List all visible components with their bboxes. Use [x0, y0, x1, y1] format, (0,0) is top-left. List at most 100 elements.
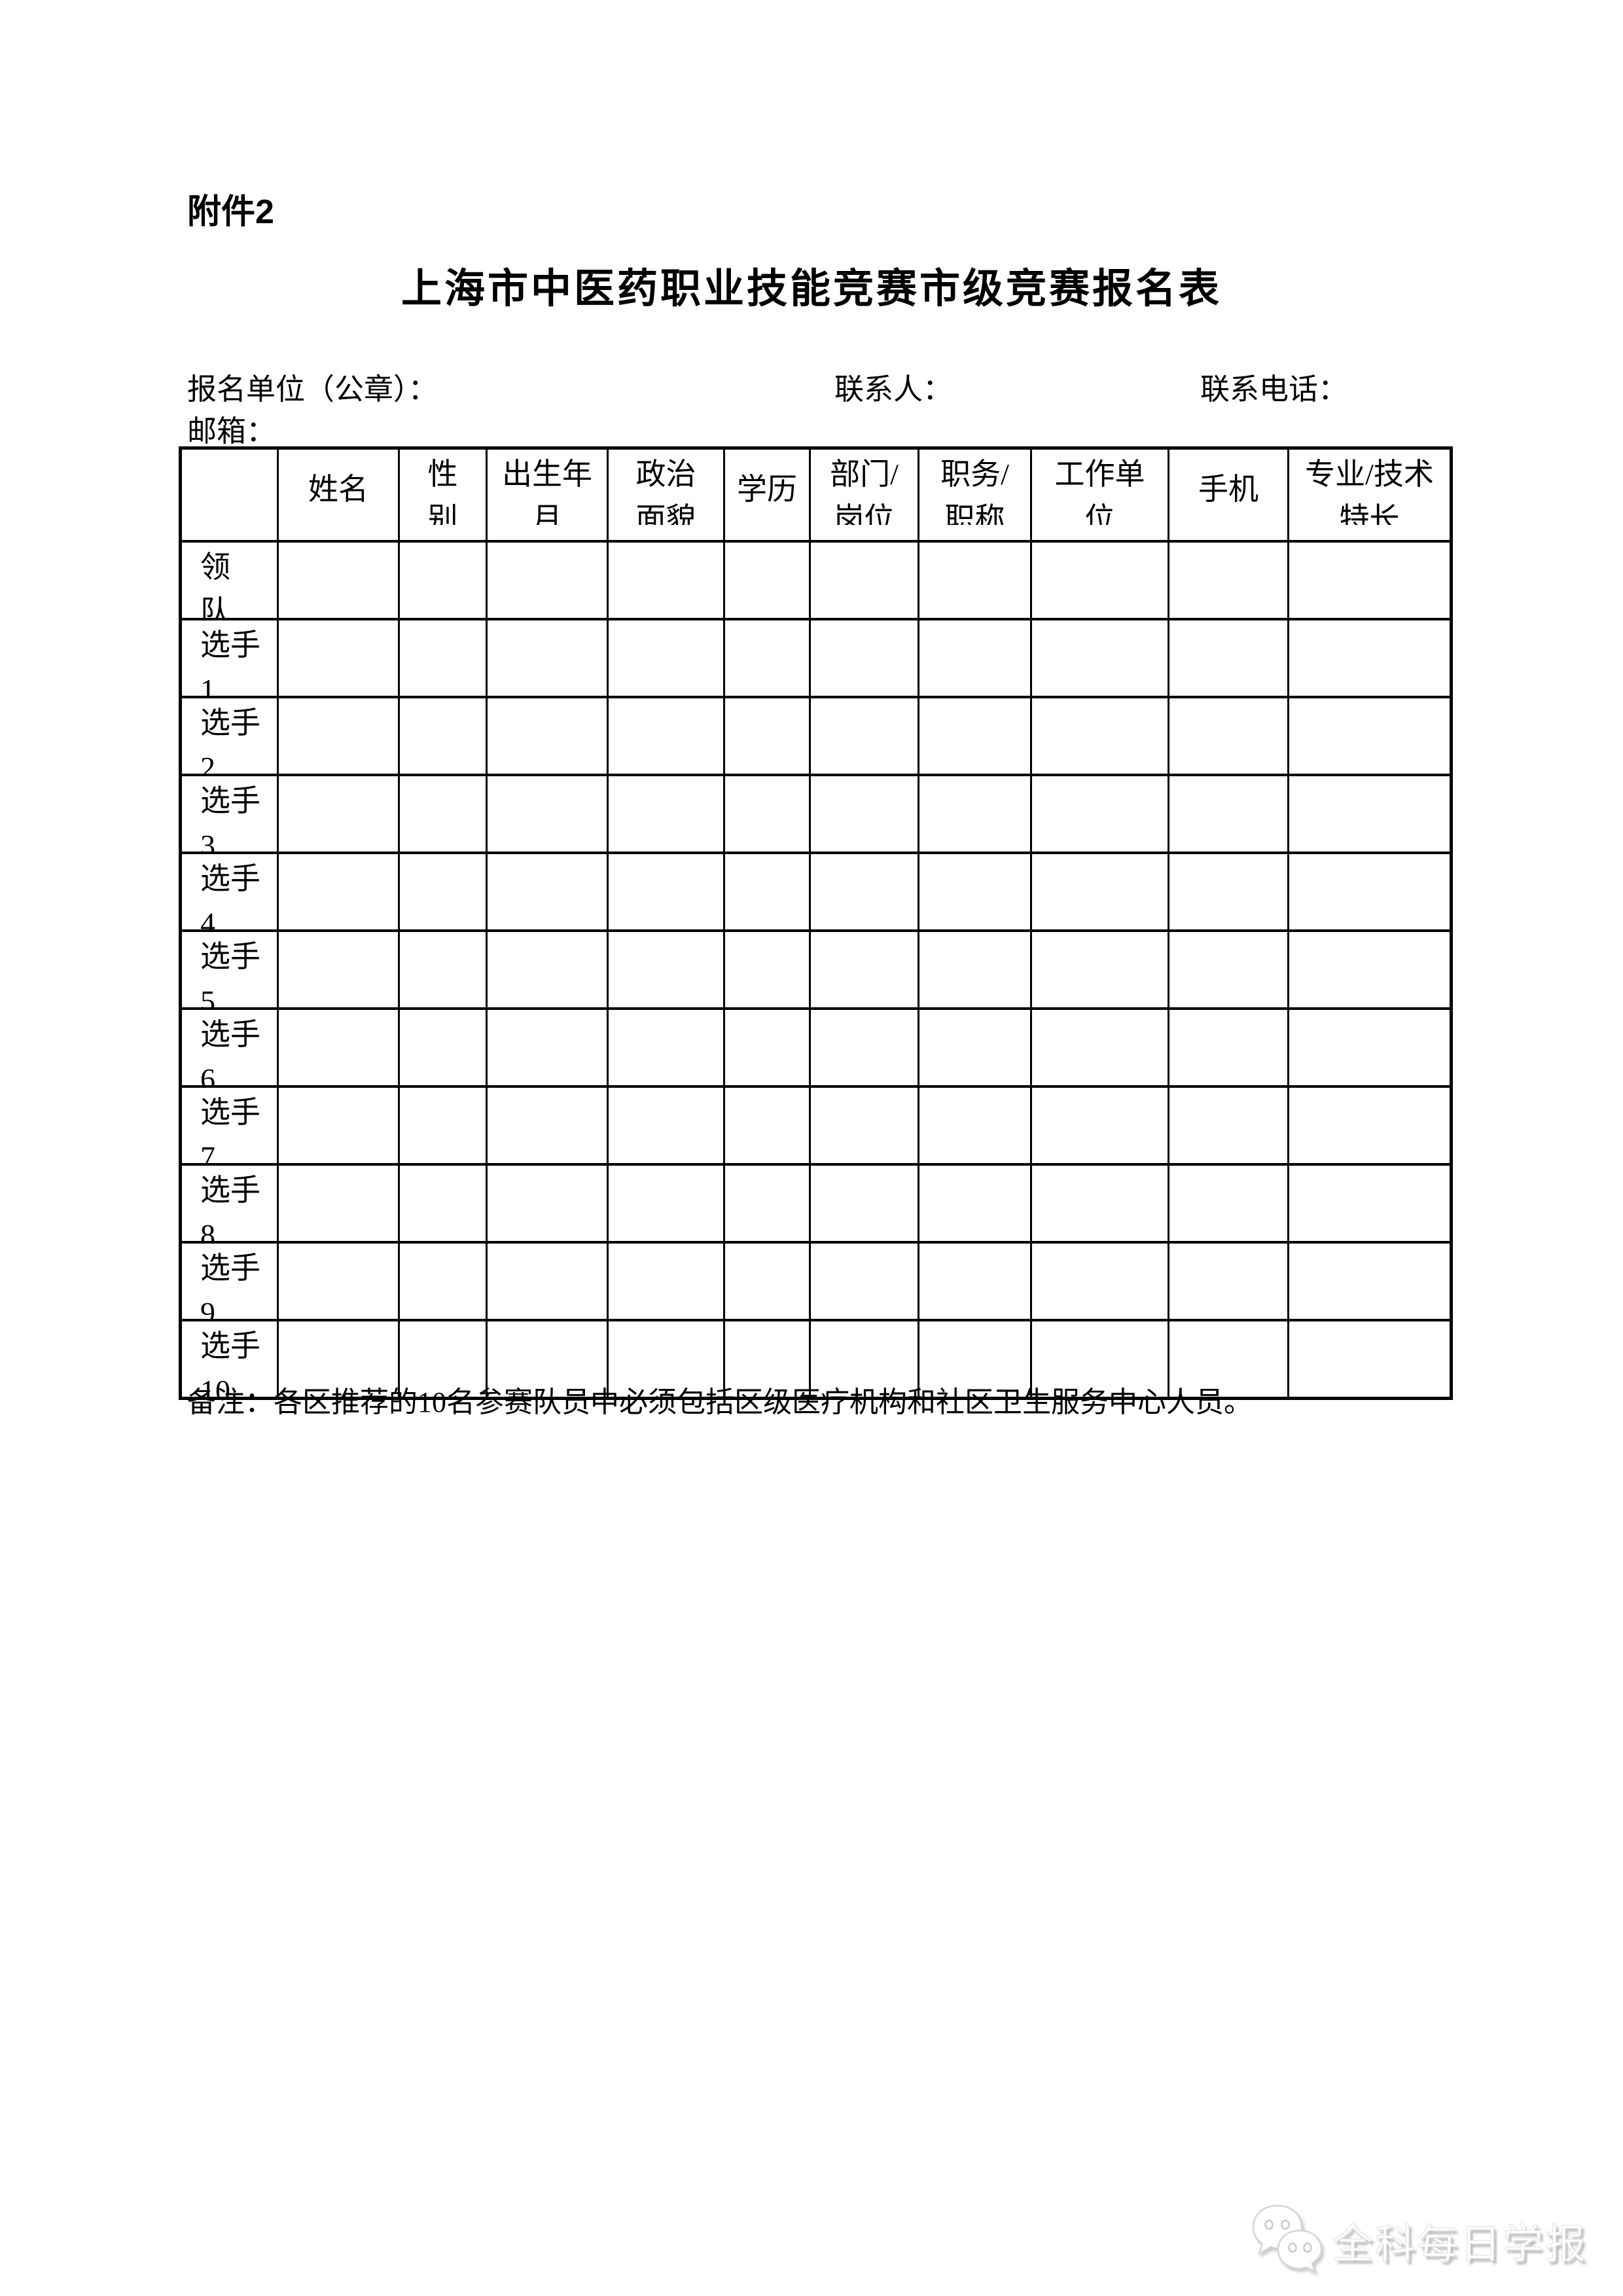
- row-label-cell: 领队: [179, 540, 279, 620]
- empty-cell: [277, 1319, 400, 1400]
- registration-table: 姓名 性别 出生年月 政治 面貌 学历 部门/岗位 职务/职称 工作单位 手机 专…: [179, 446, 1453, 1400]
- empty-cell: [607, 618, 725, 698]
- empty-cell: [1030, 618, 1169, 698]
- empty-cell: [723, 1007, 811, 1088]
- empty-cell: [607, 1085, 725, 1166]
- table-row-player10: 选手 10: [179, 1319, 1452, 1400]
- empty-cell: [277, 1163, 400, 1244]
- empty-cell: [1168, 540, 1289, 620]
- empty-cell: [723, 1085, 811, 1166]
- row-label-line1: 选手: [200, 862, 260, 895]
- empty-cell: [486, 852, 609, 932]
- header-line2: 职称: [944, 502, 1005, 525]
- row-label-line1: 选手: [200, 1329, 260, 1363]
- empty-cell: [809, 1241, 919, 1321]
- empty-cell: [723, 1319, 811, 1400]
- empty-cell: [918, 774, 1032, 854]
- empty-cell: [1030, 1007, 1169, 1088]
- header-line2: 位: [1084, 502, 1115, 525]
- empty-cell: [607, 1319, 725, 1400]
- empty-cell: [607, 540, 725, 620]
- row-label-cell: 选手 7: [179, 1085, 279, 1166]
- header-line2: 面貌: [635, 502, 696, 525]
- empty-cell: [809, 1163, 919, 1244]
- page-title: 上海市中医药职业技能竞赛市级竞赛报名表: [401, 266, 1222, 312]
- table-row-player5: 选手 5: [179, 929, 1452, 1010]
- table-row-player4: 选手 4: [179, 852, 1452, 932]
- empty-cell: [1287, 696, 1452, 776]
- empty-cell: [809, 1085, 919, 1166]
- empty-cell: [809, 618, 919, 698]
- row-label-line1: 选手: [200, 628, 260, 662]
- note-text: 备注：各区推荐的10名参赛队员中必须包括区级医疗机构和社区卫生服务中心人员。: [187, 1386, 1253, 1418]
- empty-cell: [918, 852, 1032, 932]
- label-registration-unit: 报名单位（公章）：: [187, 373, 438, 406]
- header-line2: 特长: [1339, 502, 1400, 525]
- empty-cell: [723, 852, 811, 932]
- empty-cell: [918, 929, 1032, 1010]
- empty-cell: [277, 1241, 400, 1321]
- row-label-line1: 选手: [200, 1018, 260, 1051]
- header-line1: 职务/: [940, 457, 1009, 491]
- empty-cell: [486, 1241, 609, 1321]
- empty-cell: [723, 1241, 811, 1321]
- empty-cell: [277, 929, 400, 1010]
- row-label-line1: 选手: [200, 1096, 260, 1129]
- row-label-line1: 选手: [200, 1251, 260, 1285]
- empty-cell: [1030, 540, 1169, 620]
- empty-cell: [809, 1007, 919, 1088]
- empty-cell: [1168, 1319, 1289, 1400]
- row-label-cell: 选手 2: [179, 696, 279, 776]
- empty-cell: [398, 1319, 488, 1400]
- header-line1: 工作单: [1054, 457, 1145, 491]
- column-header-workunit: 工作单位: [1030, 446, 1169, 543]
- column-header-political: 政治 面貌: [607, 446, 725, 543]
- header-line1: 专业/技术: [1305, 457, 1434, 491]
- header-line1: 性: [427, 457, 458, 491]
- row-label-line2: 8: [200, 1218, 215, 1241]
- row-label-line2: 6: [200, 1062, 215, 1085]
- empty-cell: [1030, 1163, 1169, 1244]
- row-label-line1: 选手: [200, 1174, 260, 1207]
- empty-cell: [486, 618, 609, 698]
- empty-cell: [607, 929, 725, 1010]
- header-line1: 手机: [1198, 473, 1258, 506]
- empty-cell: [1030, 1085, 1169, 1166]
- empty-cell: [277, 618, 400, 698]
- row-label-cell: 选手 8: [179, 1163, 279, 1244]
- empty-cell: [918, 618, 1032, 698]
- empty-cell: [918, 1085, 1032, 1166]
- row-label-cell: 选手 3: [179, 774, 279, 854]
- empty-cell: [1287, 1241, 1452, 1321]
- empty-cell: [607, 1007, 725, 1088]
- empty-cell: [398, 1085, 488, 1166]
- column-header-education: 学历: [723, 446, 811, 543]
- row-label-cell: 选手 4: [179, 852, 279, 932]
- header-line1: 部门/: [830, 457, 899, 491]
- row-label-line2: 1: [200, 673, 215, 696]
- header-line1: 姓名: [308, 473, 368, 506]
- empty-cell: [1287, 1163, 1452, 1244]
- empty-cell: [607, 1241, 725, 1321]
- empty-cell: [277, 1085, 400, 1166]
- empty-cell: [486, 1319, 609, 1400]
- empty-cell: [486, 1085, 609, 1166]
- empty-cell: [486, 774, 609, 854]
- empty-cell: [486, 929, 609, 1010]
- empty-cell: [1168, 852, 1289, 932]
- empty-cell: [398, 929, 488, 1010]
- table-row-player7: 选手 7: [179, 1085, 1452, 1166]
- header-line1: 政治: [635, 457, 696, 491]
- empty-cell: [486, 1163, 609, 1244]
- empty-cell: [607, 1163, 725, 1244]
- empty-cell: [1287, 774, 1452, 854]
- empty-cell: [607, 852, 725, 932]
- empty-cell: [723, 696, 811, 776]
- empty-cell: [723, 774, 811, 854]
- row-label-cell: 选手 6: [179, 1007, 279, 1088]
- empty-cell: [1287, 1085, 1452, 1166]
- table-row-leader: 领队: [179, 540, 1452, 620]
- empty-cell: [398, 852, 488, 932]
- row-label-line2: 10: [200, 1374, 230, 1397]
- empty-cell: [809, 852, 919, 932]
